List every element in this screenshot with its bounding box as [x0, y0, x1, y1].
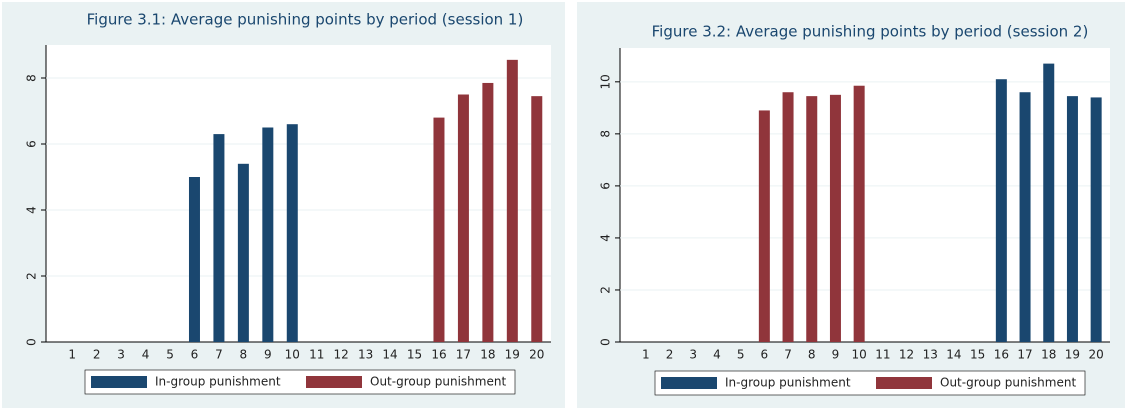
chart-title: Figure 3.2: Average punishing points by …	[652, 23, 1089, 41]
bar	[457, 94, 469, 342]
bar	[237, 163, 249, 342]
x-tick-label: 20	[1089, 348, 1104, 362]
legend-swatch	[91, 376, 147, 388]
y-tick-label: 4	[599, 234, 613, 242]
x-tick-label: 17	[1017, 348, 1032, 362]
bar	[1090, 97, 1102, 343]
y-tick-label: 2	[25, 272, 39, 280]
x-tick-label: 3	[689, 348, 697, 362]
x-tick-label: 7	[784, 348, 792, 362]
y-tick-label: 0	[25, 338, 39, 346]
x-tick-label: 2	[93, 348, 101, 362]
bar	[829, 94, 841, 343]
x-tick-label: 15	[970, 348, 985, 362]
x-tick-label: 2	[666, 348, 674, 362]
legend-box	[654, 370, 1086, 396]
y-tick-label: 0	[599, 338, 613, 346]
x-tick-label: 11	[309, 348, 324, 362]
bar	[1019, 92, 1031, 342]
bar	[262, 127, 274, 342]
y-tick-label: 8	[25, 74, 39, 82]
x-tick-label: 5	[166, 348, 174, 362]
x-tick-label: 15	[407, 348, 422, 362]
y-tick-label: 6	[599, 182, 613, 190]
x-tick-label: 6	[761, 348, 769, 362]
x-tick-label: 10	[852, 348, 867, 362]
bar	[1066, 96, 1078, 342]
x-tick-label: 12	[334, 348, 349, 362]
x-tick-label: 18	[480, 348, 495, 362]
x-tick-label: 7	[215, 348, 223, 362]
legend-label: Out-group punishment	[940, 376, 1076, 390]
y-tick-label: 6	[25, 140, 39, 148]
bar	[433, 117, 445, 342]
plot-area	[46, 45, 551, 342]
plot-area	[620, 48, 1110, 342]
y-tick-label: 10	[599, 74, 613, 89]
bar	[1043, 63, 1055, 342]
legend-label: In-group punishment	[155, 375, 281, 389]
bar	[286, 124, 298, 342]
bar	[482, 82, 494, 342]
x-tick-label: 16	[994, 348, 1009, 362]
x-tick-label: 8	[808, 348, 816, 362]
legend-label: In-group punishment	[725, 376, 851, 390]
x-tick-label: 19	[1065, 348, 1080, 362]
legend-swatch	[876, 377, 932, 389]
y-tick-label: 8	[599, 130, 613, 138]
x-tick-label: 1	[642, 348, 650, 362]
bar	[188, 177, 200, 342]
x-tick-label: 14	[946, 348, 961, 362]
x-tick-label: 10	[285, 348, 300, 362]
legend-swatch	[306, 376, 362, 388]
x-tick-label: 13	[358, 348, 373, 362]
y-tick-label: 2	[599, 286, 613, 294]
chart-title: Figure 3.1: Average punishing points by …	[87, 11, 524, 29]
x-tick-label: 13	[923, 348, 938, 362]
x-tick-label: 1	[68, 348, 76, 362]
bar	[506, 59, 518, 342]
x-tick-label: 8	[240, 348, 248, 362]
bar	[213, 134, 225, 342]
x-tick-label: 19	[505, 348, 520, 362]
x-tick-label: 20	[529, 348, 544, 362]
x-tick-label: 9	[832, 348, 840, 362]
x-tick-label: 9	[264, 348, 272, 362]
x-tick-label: 6	[191, 348, 199, 362]
x-tick-label: 16	[431, 348, 446, 362]
x-tick-label: 4	[142, 348, 150, 362]
legend-box	[84, 369, 516, 395]
x-tick-label: 5	[737, 348, 745, 362]
legend-swatch	[661, 377, 717, 389]
y-tick-label: 4	[25, 206, 39, 214]
x-tick-label: 18	[1041, 348, 1056, 362]
x-tick-label: 11	[875, 348, 890, 362]
bar	[806, 96, 818, 342]
bar	[758, 110, 770, 342]
x-tick-label: 4	[713, 348, 721, 362]
x-tick-label: 12	[899, 348, 914, 362]
x-tick-label: 17	[456, 348, 471, 362]
legend-label: Out-group punishment	[370, 375, 506, 389]
x-tick-label: 3	[117, 348, 125, 362]
bar	[853, 85, 865, 343]
x-tick-label: 14	[382, 348, 397, 362]
bar	[531, 96, 543, 343]
bar	[995, 79, 1007, 342]
bar	[782, 92, 794, 342]
